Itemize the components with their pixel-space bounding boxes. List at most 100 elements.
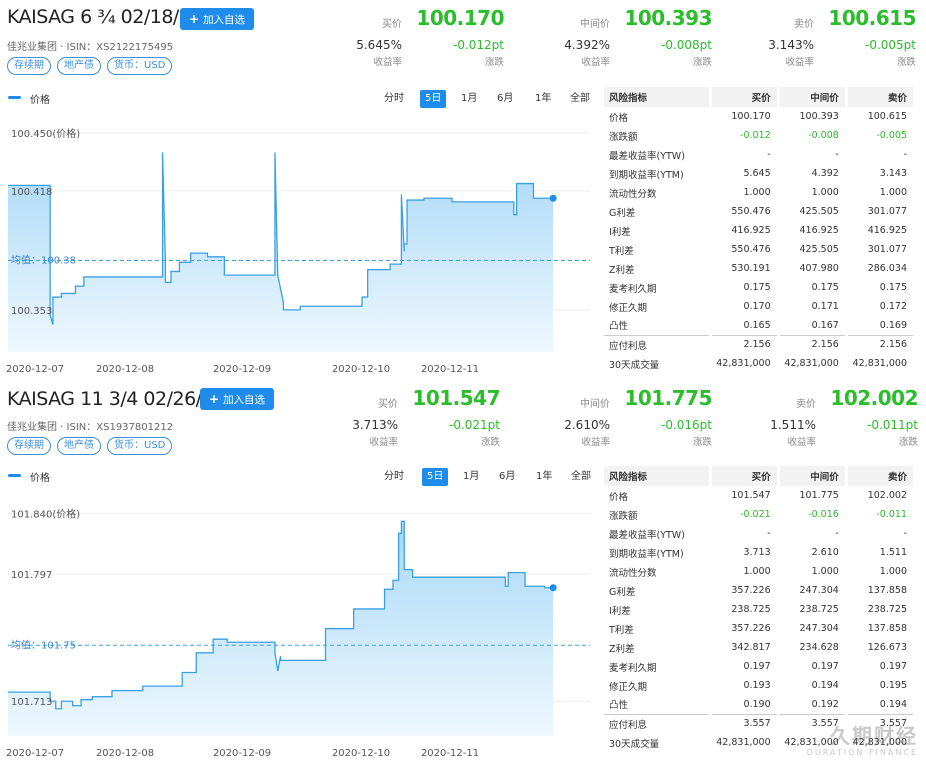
metric-name: G利差 — [604, 202, 712, 221]
table-row: 到期收益率(YTM) 5.645 4.392 3.143 — [604, 164, 917, 183]
yield-value: 5.645 — [356, 38, 391, 52]
yield-unit: % — [386, 418, 398, 432]
quote-change: -0.008pt — [660, 38, 712, 52]
mid-value: 2.610 — [778, 543, 848, 562]
bid-value: 100.170 — [710, 107, 780, 126]
mid-value: -0.008 — [778, 126, 848, 145]
metric-name: G利差 — [604, 581, 712, 600]
x-tick-label: 2020-12-10 — [332, 364, 390, 375]
range-1y[interactable]: 1年 — [535, 93, 552, 104]
col-header-metric: 风险指标 — [604, 87, 712, 107]
y-tick-label: 101.713 — [11, 697, 52, 708]
price-chart[interactable]: 均值：101.75 101.840(价格) 101.797 101.713 2020-1… — [0, 490, 596, 764]
table-row: I利差 416.925 416.925 416.925 — [604, 221, 917, 240]
quote-price: 100.393 — [624, 6, 712, 30]
bid-value: - — [710, 145, 780, 164]
bid-value: 3.713 — [710, 543, 780, 562]
duration-finance-watermark: 久期财经 DURATION FINANCE — [770, 723, 920, 760]
metric-name: 30天成交量 — [604, 733, 712, 752]
range-1y[interactable]: 1年 — [536, 471, 553, 482]
quote-yield: 5.645% — [356, 38, 402, 52]
ask-value: 238.725 — [846, 600, 917, 619]
range-all[interactable]: 全部 — [571, 471, 591, 482]
quote-label: 卖价 — [794, 19, 814, 30]
range-intraday[interactable]: 分时 — [384, 93, 404, 104]
metric-name: 麦考利久期 — [604, 657, 712, 676]
bid-value: 0.197 — [710, 657, 780, 676]
price-area — [8, 521, 554, 736]
ask-value: 42,831,000 — [846, 354, 917, 373]
add-watchlist-button[interactable]: + 加入自选 — [180, 8, 255, 30]
range-6m[interactable]: 6月 — [499, 471, 516, 482]
price-chart-svg[interactable]: 均值：100.38 100.450(价格) 100.418 100.353 2020-1… — [0, 110, 596, 380]
table-row: 涨跌额 -0.012 -0.008 -0.005 — [604, 126, 917, 145]
metric-name: 最差收益率(YTW) — [604, 524, 712, 543]
range-all[interactable]: 全部 — [570, 93, 590, 104]
ask-value: 137.858 — [846, 581, 917, 600]
ask-value: 0.194 — [846, 695, 917, 714]
tag-sector[interactable]: 地产债 — [57, 437, 101, 455]
bid-value: -0.021 — [710, 505, 780, 524]
quote-change: -0.005pt — [864, 38, 916, 52]
range-intraday[interactable]: 分时 — [384, 471, 404, 482]
ask-value: 3.557 — [846, 713, 917, 733]
quote-yield: 2.610% — [564, 418, 610, 432]
mid-value: 0.171 — [778, 297, 848, 316]
price-line — [8, 152, 554, 325]
ask-value: 0.172 — [846, 297, 917, 316]
mid-value: 0.167 — [778, 316, 848, 335]
ask-value: 0.195 — [846, 676, 917, 695]
bond-title: KAISAG 6 ¾ 02/18/21 — [7, 6, 202, 28]
range-5d[interactable]: 5日 — [422, 468, 449, 486]
add-watchlist-button[interactable]: + 加入自选 — [200, 388, 275, 410]
change-label: 涨跌 — [692, 57, 712, 68]
metric-name: 修正久期 — [604, 676, 712, 695]
mid-value: 425.505 — [778, 240, 848, 259]
ask-value: 416.925 — [846, 221, 917, 240]
metric-name: 应付利息 — [604, 334, 712, 354]
svg-text:久期财经: 久期财经 — [830, 724, 918, 748]
x-tick-label: 2020-12-08 — [96, 748, 154, 759]
ask-value: 0.169 — [846, 316, 917, 335]
tag-currency[interactable]: 货币：USD — [107, 437, 173, 455]
price-chart-svg[interactable]: 均值：101.75 101.840(价格) 101.797 101.713 2020-1… — [0, 490, 596, 764]
mid-value: 234.628 — [778, 638, 848, 657]
mid-value: 425.505 — [778, 202, 848, 221]
bid-value: 101.547 — [710, 486, 780, 505]
mid-value: 101.775 — [778, 486, 848, 505]
bid-value: 357.226 — [710, 581, 780, 600]
tag-sector[interactable]: 地产债 — [57, 57, 101, 75]
legend-line-icon — [8, 474, 21, 477]
bid-value: 0.165 — [710, 316, 780, 335]
yield-unit: % — [804, 418, 816, 432]
yield-label: 收益率 — [581, 437, 610, 448]
range-5d[interactable]: 5日 — [420, 90, 447, 108]
mid-value: - — [778, 145, 848, 164]
ask-value: 102.002 — [846, 486, 917, 505]
range-1m[interactable]: 1月 — [461, 93, 478, 104]
tag-status[interactable]: 存续期 — [7, 57, 51, 75]
risk-table: 风险指标 买价 中间价 卖价 价格 100.170 100.393 100.615 涨跌… — [604, 87, 917, 373]
quote-bid: 买价 100.170 5.645% 收益率 -0.012pt 涨跌 — [354, 6, 504, 70]
tag-status[interactable]: 存续期 — [7, 437, 51, 455]
quote-yield: 3.143% — [768, 38, 814, 52]
quote-change: -0.012pt — [452, 38, 504, 52]
quote-ask: 卖价 102.002 1.511% 收益率 -0.011pt 涨跌 — [768, 386, 918, 450]
range-1m[interactable]: 1月 — [463, 471, 480, 482]
y-tick-label: 100.450(价格) — [11, 127, 80, 140]
table-row: I利差 238.725 238.725 238.725 — [604, 600, 917, 619]
range-6m[interactable]: 6月 — [497, 93, 514, 104]
table-row: 30天成交量 42,831,000 42,831,000 42,831,000 — [604, 733, 917, 752]
ask-value: - — [846, 524, 917, 543]
tag-currency[interactable]: 货币：USD — [107, 57, 173, 75]
metric-name: 价格 — [604, 486, 712, 505]
table-row: 修正久期 0.193 0.194 0.195 — [604, 676, 917, 695]
mid-value: 416.925 — [778, 221, 848, 240]
price-chart[interactable]: 均值：100.38 100.450(价格) 100.418 100.353 2020-1… — [0, 110, 596, 380]
table-row: 应付利息 2.156 2.156 2.156 — [604, 334, 917, 354]
table-row: Z利差 530.191 407.980 286.034 — [604, 259, 917, 278]
ask-value: -0.011 — [846, 505, 917, 524]
quote-price: 100.170 — [416, 6, 504, 30]
issuer-isin: 佳兆业集团 · ISIN：XS1937801212 — [7, 422, 174, 433]
ask-value: 42,831,000 — [846, 733, 917, 752]
